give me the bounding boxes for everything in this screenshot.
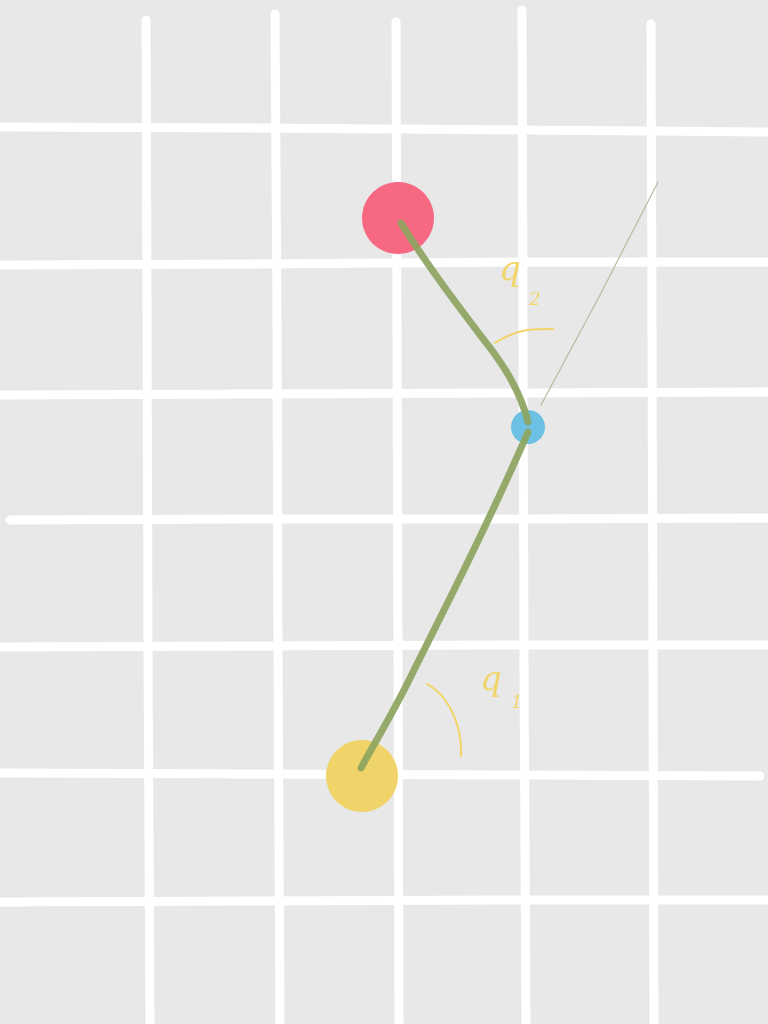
angle-q2-label: q xyxy=(499,249,521,289)
link-2 xyxy=(397,219,532,426)
grid-line-vertical-1 xyxy=(141,15,155,1024)
angle-q1-label: q xyxy=(480,659,502,699)
link-1 xyxy=(357,428,532,772)
angle-q2-annotation: q 2 xyxy=(494,249,554,344)
grid-line-horizontal-2 xyxy=(0,257,768,270)
grid-line-horizontal-7 xyxy=(0,895,768,907)
angle-q1-annotation: q 1 xyxy=(426,659,522,757)
grid-line-vertical-5 xyxy=(646,19,659,1024)
angle-q1-arc xyxy=(426,683,463,757)
grid-line-horizontal-3 xyxy=(0,387,768,400)
grid-line-horizontal-4 xyxy=(5,513,768,525)
grid-line-horizontal-5 xyxy=(0,640,768,652)
grid-line-vertical-3 xyxy=(391,17,404,1024)
angle-q2-subscript: 2 xyxy=(528,289,540,310)
end-effector-joint xyxy=(362,182,434,254)
angle-q1-subscript: 1 xyxy=(511,692,522,713)
grid-line-vertical-2 xyxy=(270,9,285,1024)
elbow-joint xyxy=(511,410,545,444)
guide-line xyxy=(540,181,659,406)
grid-line-vertical-4 xyxy=(517,5,531,1024)
angle-q2-arc xyxy=(494,328,554,344)
base-joint xyxy=(326,740,398,812)
grid-line-horizontal-1 xyxy=(0,122,768,137)
